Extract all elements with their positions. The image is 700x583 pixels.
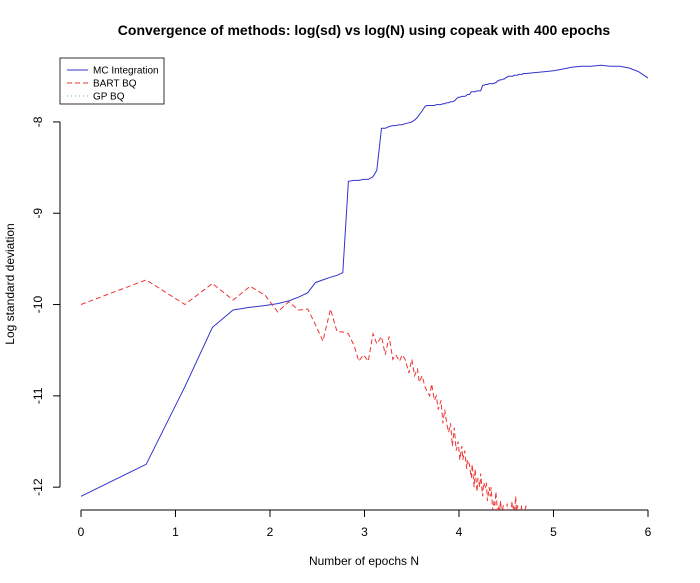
y-tick-label: -11 [31,387,45,404]
legend-label: BART BQ [93,79,137,90]
x-tick-label: 1 [172,525,179,539]
chart-title: Convergence of methods: log(sd) vs log(N… [118,22,611,38]
x-tick-label: 3 [361,525,368,539]
x-axis-label: Number of epochs N [309,554,419,568]
y-tick-label: -10 [31,296,45,314]
series-line-bart-bq [80,279,527,510]
legend-label: GP BQ [93,92,125,103]
y-axis-label: Log standard deviation [3,223,17,344]
y-tick-label: -12 [31,478,45,496]
legend-box [59,57,165,105]
y-axis: -12 -11 -10 -9 -8 [31,116,61,496]
legend: MC Integration BART BQ GP BQ [59,57,165,105]
x-tick-label: 6 [645,525,652,539]
x-tick-label: 4 [456,525,463,539]
x-axis: 0 1 2 3 4 5 6 [78,509,652,539]
series-line-mc-integration [80,64,649,497]
series-layer [80,64,649,510]
y-tick-label: -8 [31,116,45,127]
legend-label: MC Integration [93,66,159,77]
x-tick-label: 2 [267,525,274,539]
x-tick-label: 5 [550,525,557,539]
x-tick-label: 0 [78,525,85,539]
y-tick-label: -9 [31,208,45,219]
